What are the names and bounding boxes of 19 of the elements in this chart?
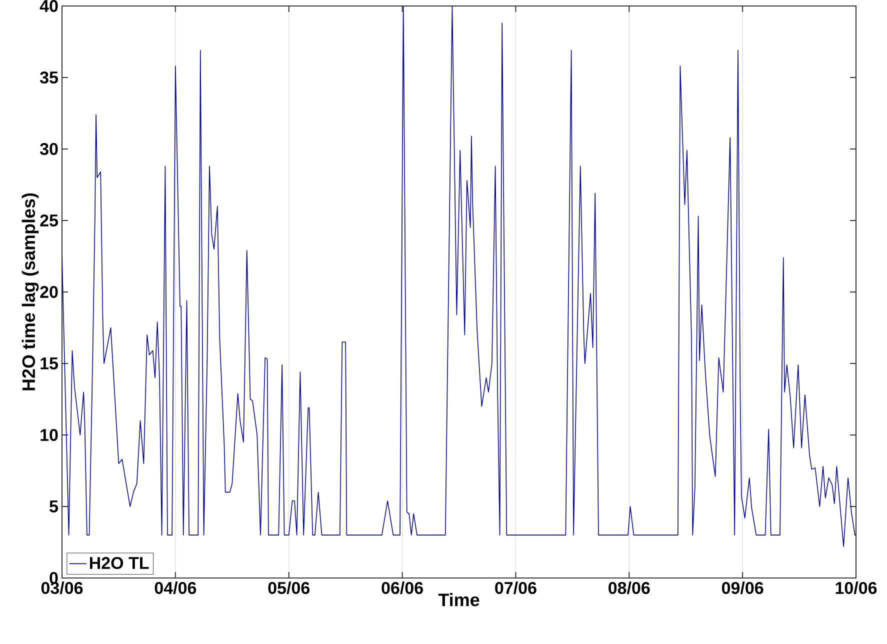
x-axis-title: Time	[438, 593, 480, 606]
x-tick-label: 03/06	[41, 582, 83, 594]
y-tick-label: 10	[40, 428, 58, 442]
x-tick-label: 05/06	[268, 582, 310, 594]
y-tick-label: 35	[40, 71, 58, 84]
y-tick-label: 5	[50, 500, 58, 512]
x-tick-label: 06/06	[382, 582, 423, 594]
x-tick-label: 08/06	[608, 582, 650, 594]
y-tick-label: 40	[40, 0, 58, 12]
y-tick-label: 15	[40, 358, 58, 370]
x-tick-label: 07/06	[495, 582, 536, 594]
x-tick-label: 04/06	[154, 582, 196, 594]
y-tick-label: 20	[40, 286, 58, 298]
x-tick-label: 10/06	[836, 582, 877, 594]
y-tick-label: 25	[40, 214, 58, 227]
y-tick-label: 30	[40, 142, 58, 156]
x-tick-label: 09/06	[722, 582, 764, 594]
y-axis-title: H2O time lag (samples)	[22, 193, 39, 390]
legend-label: H2O TL	[90, 556, 149, 570]
